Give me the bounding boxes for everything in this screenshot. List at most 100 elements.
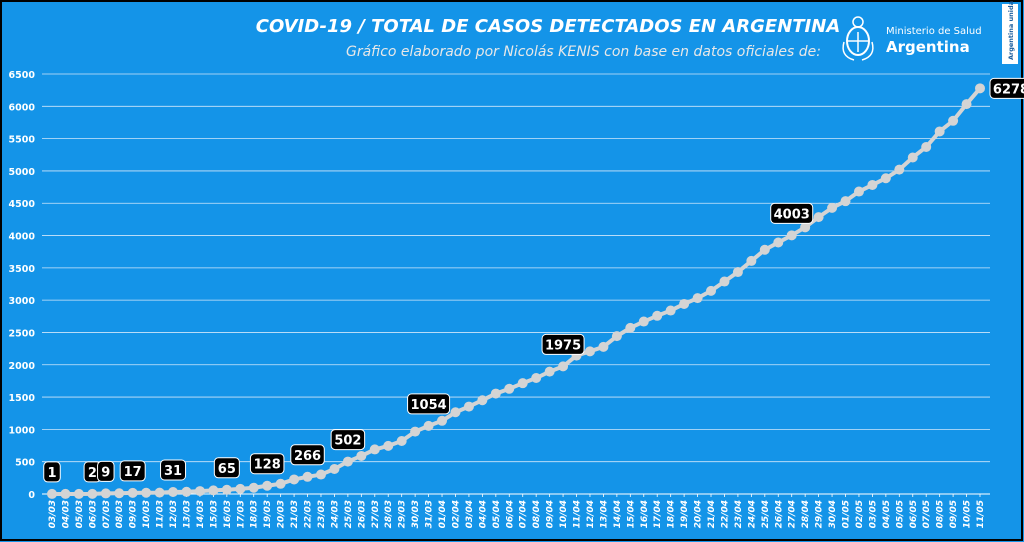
data-point: [100, 488, 111, 499]
data-point: [315, 469, 326, 480]
data-point: [437, 415, 448, 426]
data-point: [921, 141, 932, 152]
x-tick-label: 07/04: [519, 500, 529, 528]
x-tick-label: 04/03: [61, 500, 71, 528]
data-point: [168, 486, 179, 497]
data-point: [369, 444, 380, 455]
x-tick-label: 01/04: [438, 500, 448, 528]
data-point: [584, 346, 595, 357]
chart-title: COVID-19 / TOTAL DE CASOS DETECTADOS EN …: [256, 16, 841, 37]
x-tick-label: 09/05: [949, 500, 959, 528]
x-tick-label: 05/05: [895, 500, 905, 528]
data-point: [894, 164, 905, 175]
x-tick-label: 03/03: [48, 500, 58, 528]
x-tick-label: 27/04: [788, 500, 798, 528]
x-tick-label: 10/05: [963, 500, 973, 528]
data-label-box: [989, 77, 1024, 99]
x-tick-label: 26/03: [357, 500, 367, 528]
x-tick-label: 05/03: [75, 500, 85, 528]
y-tick-label: 3500: [9, 264, 36, 275]
data-label-text: 1054: [410, 398, 446, 413]
x-tick-label: 08/03: [115, 500, 125, 528]
x-tick-label: 12/03: [169, 500, 179, 528]
data-point: [880, 173, 891, 184]
x-tick-label: 19/03: [263, 500, 273, 528]
data-label-box: [213, 457, 240, 479]
y-tick-label: 4000: [9, 232, 36, 243]
data-label: 1: [43, 461, 61, 483]
data-point: [114, 488, 125, 499]
x-tick-label: 22/03: [304, 500, 314, 528]
x-tick-label: 31/03: [425, 500, 435, 528]
x-tick-label: 23/04: [734, 500, 744, 528]
data-point: [961, 99, 972, 110]
data-point: [625, 322, 636, 333]
data-point: [490, 388, 501, 399]
data-point: [410, 426, 421, 437]
data-label: 128: [249, 453, 285, 475]
data-point: [746, 255, 757, 266]
data-point: [544, 366, 555, 377]
y-tick-label: 0: [28, 490, 35, 501]
x-tick-label: 13/04: [599, 500, 609, 528]
x-tick-label: 11/03: [156, 500, 166, 528]
data-label-text: 1975: [545, 338, 581, 353]
x-tick-label: 09/03: [129, 500, 139, 528]
x-tick-label: 24/03: [330, 500, 340, 528]
logo-line-ministerio: Ministerio de Salud: [886, 26, 982, 37]
logo-line-argentina: Argentina: [886, 38, 970, 56]
x-tick-label: 20/03: [277, 500, 287, 528]
x-tick-label: 30/04: [828, 500, 838, 528]
data-point: [450, 407, 461, 418]
data-point: [706, 285, 717, 296]
x-tick-label: 04/04: [478, 500, 488, 528]
y-axis-tick-labels: 0 500 1000 1500 2000 2500 3000 3500 4000 4500 5000…: [9, 70, 36, 501]
data-point: [786, 230, 797, 241]
data-label: 17: [119, 460, 146, 482]
data-point: [127, 487, 138, 498]
data-point: [598, 341, 609, 352]
x-tick-label: 17/03: [236, 500, 246, 528]
data-point: [262, 480, 273, 491]
x-tick-label: 03/04: [465, 500, 475, 528]
data-point: [853, 186, 864, 197]
data-label-box: [249, 453, 285, 475]
data-point: [423, 420, 434, 431]
data-point: [342, 456, 353, 467]
y-tick-label: 6000: [9, 102, 36, 113]
x-tick-label: 25/03: [344, 500, 354, 528]
data-point: [235, 483, 246, 494]
data-point: [558, 361, 569, 372]
data-point: [719, 276, 730, 287]
data-label: 266: [290, 444, 325, 466]
data-point: [759, 244, 770, 255]
data-point: [504, 383, 515, 394]
y-tick-label: 2500: [9, 328, 36, 339]
x-tick-label: 07/03: [102, 500, 112, 528]
data-label-box: [407, 393, 451, 415]
x-tick-label: 21/04: [707, 500, 717, 528]
data-point: [356, 450, 367, 461]
x-tick-label: 03/05: [868, 500, 878, 528]
data-point: [813, 212, 824, 223]
argentina-unida-text: Argentina unida: [1007, 1, 1015, 60]
data-point: [194, 486, 205, 497]
data-point: [396, 436, 407, 447]
x-tick-label: 14/03: [196, 500, 206, 528]
x-tick-label: 11/04: [573, 500, 583, 528]
x-tick-label: 02/04: [451, 500, 461, 528]
data-point: [611, 331, 622, 342]
data-point: [329, 463, 340, 474]
x-tick-label: 08/05: [936, 500, 946, 528]
x-axis-tick-labels: 03/03 04/03 05/03 06/03 07/03 08/03 09/03 10/03…: [48, 494, 986, 528]
data-point: [840, 196, 851, 207]
series-line: [52, 87, 982, 496]
data-label-box: [160, 459, 187, 481]
x-tick-label: 18/03: [250, 500, 260, 528]
data-point: [73, 488, 84, 499]
x-tick-label: 23/03: [317, 500, 327, 528]
x-tick-label: 17/04: [653, 500, 663, 528]
